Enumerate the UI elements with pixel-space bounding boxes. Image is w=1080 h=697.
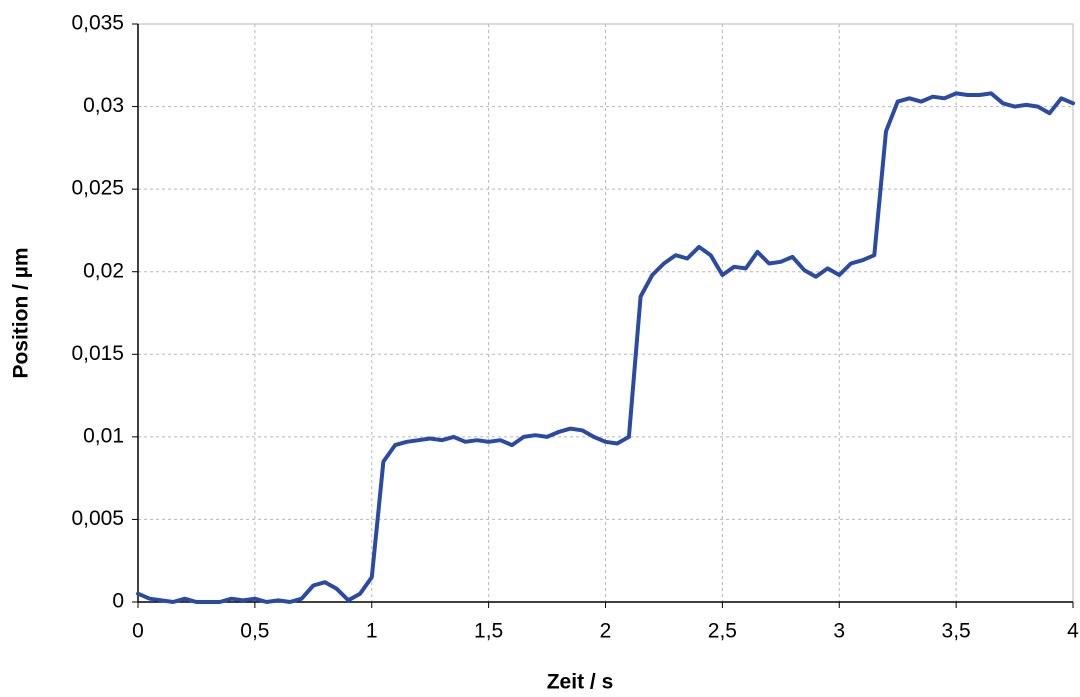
x-tick-label: 3 bbox=[833, 620, 845, 643]
y-tick-label: 0,035 bbox=[71, 12, 124, 35]
y-tick-label: 0,015 bbox=[71, 342, 124, 365]
x-tick-label: 1,5 bbox=[474, 620, 503, 643]
y-tick-label: 0,005 bbox=[71, 507, 124, 530]
y-tick-label: 0,03 bbox=[83, 94, 124, 117]
y-tick-label: 0,01 bbox=[83, 424, 124, 447]
y-tick-label: 0 bbox=[112, 590, 124, 613]
y-axis-label: Position / µm bbox=[10, 247, 33, 378]
x-tick-label: 2 bbox=[600, 620, 612, 643]
line-series bbox=[136, 91, 1075, 604]
x-axis-label: Zeit / s bbox=[547, 671, 614, 694]
x-tick-label: 0 bbox=[132, 620, 144, 643]
y-tick-label: 0,025 bbox=[71, 177, 124, 200]
x-tick-label: 0,5 bbox=[240, 620, 269, 643]
x-tick-label: 1 bbox=[366, 620, 378, 643]
x-tick-label: 4 bbox=[1067, 620, 1079, 643]
x-tick-label: 2,5 bbox=[708, 620, 737, 643]
y-tick-label: 0,02 bbox=[83, 259, 124, 282]
x-tick-label: 3,5 bbox=[942, 620, 971, 643]
